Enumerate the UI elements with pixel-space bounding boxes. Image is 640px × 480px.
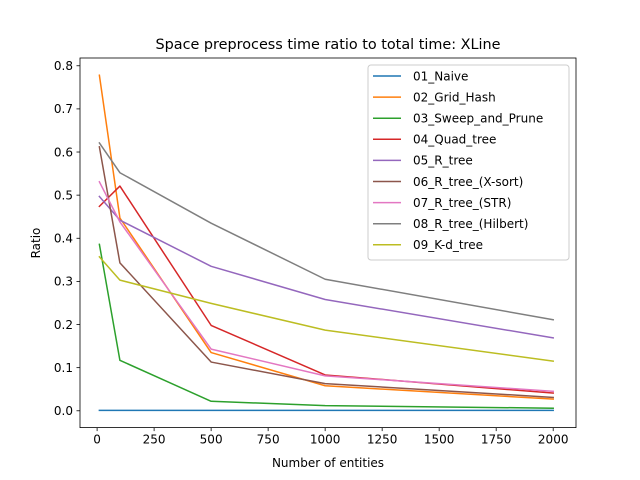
series-layer — [98, 74, 555, 412]
series-line-06-r-tree-x-sort — [98, 145, 554, 399]
y-tick-label: 0.2 — [54, 318, 73, 332]
x-tick-label: 1500 — [424, 433, 455, 447]
legend-label-09-k-d-tree: 09_K-d_tree — [413, 238, 483, 252]
legend-label-06-r-tree-x-sort: 06_R_tree_(X-sort) — [413, 175, 523, 189]
x-tick-label: 500 — [200, 433, 223, 447]
legend: 01_Naive 02_Grid_Hash 03_Sweep_and_Prune 04… — [367, 64, 570, 261]
series-line-02-grid-hash — [98, 74, 554, 400]
y-tick-label: 0.0 — [54, 404, 73, 418]
y-tick-label: 0.3 — [54, 275, 73, 289]
y-axis: 0.0 0.1 0.2 0.3 0.4 0.5 0.6 0.7 0.8 — [54, 59, 80, 418]
series-line-08-r-tree-hilbert — [98, 141, 555, 321]
series-line-03-sweep-and-prune — [98, 243, 554, 409]
y-tick-label: 0.5 — [54, 188, 73, 202]
chart-title: Space preprocess time ratio to total tim… — [155, 37, 500, 53]
y-tick-label: 0.4 — [54, 232, 73, 246]
y-tick-label: 0.1 — [54, 361, 73, 375]
x-axis: 0 250 500 750 1000 1250 1500 1750 2000 — [93, 427, 569, 447]
legend-entries: 01_Naive 02_Grid_Hash 03_Sweep_and_Prune 04… — [373, 69, 543, 252]
x-tick-label: 250 — [143, 433, 166, 447]
legend-label-08-r-tree-hilbert: 08_R_tree_(Hilbert) — [413, 217, 528, 231]
x-tick-label: 750 — [257, 433, 280, 447]
series-line-05-r-tree — [98, 195, 555, 339]
axes-frame — [79, 57, 577, 429]
x-tick-label: 1000 — [310, 433, 341, 447]
legend-box — [367, 64, 570, 261]
x-tick-label: 2000 — [538, 433, 569, 447]
series-line-07-r-tree-str — [98, 180, 554, 393]
y-tick-label: 0.6 — [54, 145, 73, 159]
legend-label-05-r-tree: 05_R_tree — [413, 154, 473, 168]
plot-area: 0 250 500 750 1000 1250 1500 1750 2000 0.0 0.1 0.2… — [54, 57, 577, 447]
legend-label-04-quad-tree: 04_Quad_tree — [413, 133, 496, 147]
x-tick-label: 1750 — [481, 433, 512, 447]
legend-label-02-grid-hash: 02_Grid_Hash — [413, 90, 496, 104]
x-axis-label: Number of entities — [272, 456, 384, 470]
x-tick-label: 1250 — [367, 433, 398, 447]
x-tick-label: 0 — [93, 433, 101, 447]
y-axis-label: Ratio — [29, 228, 43, 259]
y-tick-label: 0.7 — [54, 102, 73, 116]
y-tick-label: 0.8 — [54, 59, 73, 73]
series-line-09-k-d-tree — [98, 255, 555, 363]
legend-label-03-sweep-and-prune: 03_Sweep_and_Prune — [413, 112, 543, 126]
legend-label-07-r-tree-str: 07_R_tree_(STR) — [413, 196, 511, 210]
legend-label-01-naive: 01_Naive — [413, 69, 468, 83]
